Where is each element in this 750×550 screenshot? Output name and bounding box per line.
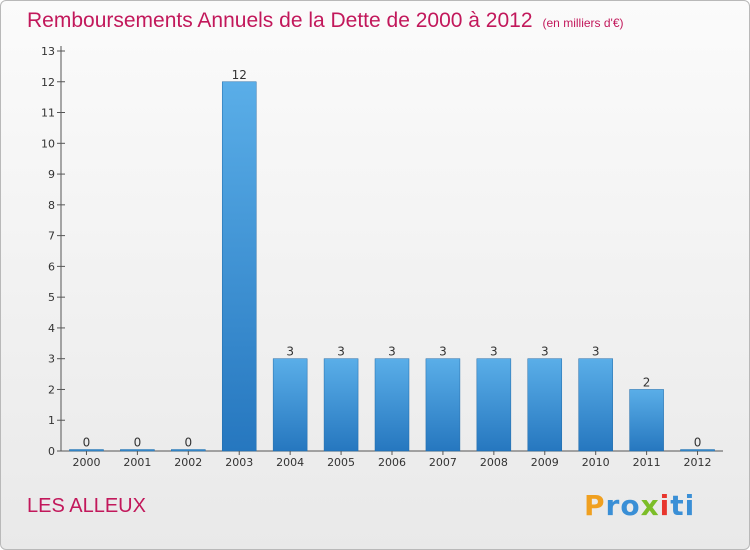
logo-letter: i [659,489,671,522]
x-tick-label: 2002 [174,456,202,469]
chart-subtitle: (en milliers d'€) [542,16,624,30]
bar [120,449,155,452]
x-tick-label: 2005 [327,456,355,469]
bar [171,449,206,452]
bar [680,449,715,452]
x-tick-label: 2001 [123,456,151,469]
data-label: 3 [541,345,549,359]
data-label: 0 [694,436,702,450]
bar [374,358,410,452]
y-tick-label: 0 [48,445,55,458]
data-label: 3 [490,345,498,359]
y-tick-label: 8 [48,199,55,212]
data-label: 0 [134,436,142,450]
bar [578,358,613,452]
x-tick-label: 2012 [684,456,712,469]
y-tick-label: 5 [48,291,55,304]
bar [323,358,359,452]
logo-letter: i [684,489,696,522]
data-label: 12 [232,68,247,82]
x-tick-label: 2004 [276,456,304,469]
data-label: 3 [286,345,294,359]
chart-title-text: Remboursements Annuels de la Dette de 20… [27,9,533,32]
bar [69,449,104,452]
y-tick-label: 13 [41,45,55,58]
x-tick-label: 2011 [633,456,661,469]
y-tick-label: 3 [48,353,55,366]
x-tick-label: 2010 [582,456,610,469]
logo-letter: r [605,489,621,522]
data-label: 0 [83,436,91,450]
y-tick-label: 11 [41,107,55,120]
y-tick-label: 4 [48,322,55,335]
city-name: LES ALLEUX [27,495,146,517]
bar [629,389,664,452]
data-label: 0 [184,436,192,450]
logo-letter: o [620,489,641,522]
bar [221,81,257,452]
logo-letter: x [640,489,660,522]
proxiti-logo: Proxiti [584,489,695,522]
data-label: 2 [643,375,651,389]
x-tick-label: 2009 [531,456,559,469]
y-tick-label: 2 [48,383,55,396]
y-tick-label: 12 [41,76,55,89]
logo-letter: t [670,489,685,522]
data-label: 3 [388,345,396,359]
y-tick-label: 7 [48,230,55,243]
x-tick-label: 2008 [480,456,508,469]
x-tick-label: 2007 [429,456,457,469]
bar [272,358,308,452]
data-label: 3 [439,345,447,359]
x-tick-label: 2006 [378,456,406,469]
chart-title: Remboursements Annuels de la Dette de 20… [27,9,624,33]
y-tick-label: 10 [41,137,55,150]
data-label: 3 [337,345,345,359]
y-tick-label: 6 [48,260,55,273]
logo-letter: P [584,489,606,522]
data-label: 3 [592,345,600,359]
bar [527,358,563,452]
bar [425,358,461,452]
x-tick-label: 2000 [72,456,100,469]
y-tick-label: 1 [48,414,55,427]
bar [476,358,512,452]
x-tick-label: 2003 [225,456,253,469]
y-tick-label: 9 [48,168,55,181]
